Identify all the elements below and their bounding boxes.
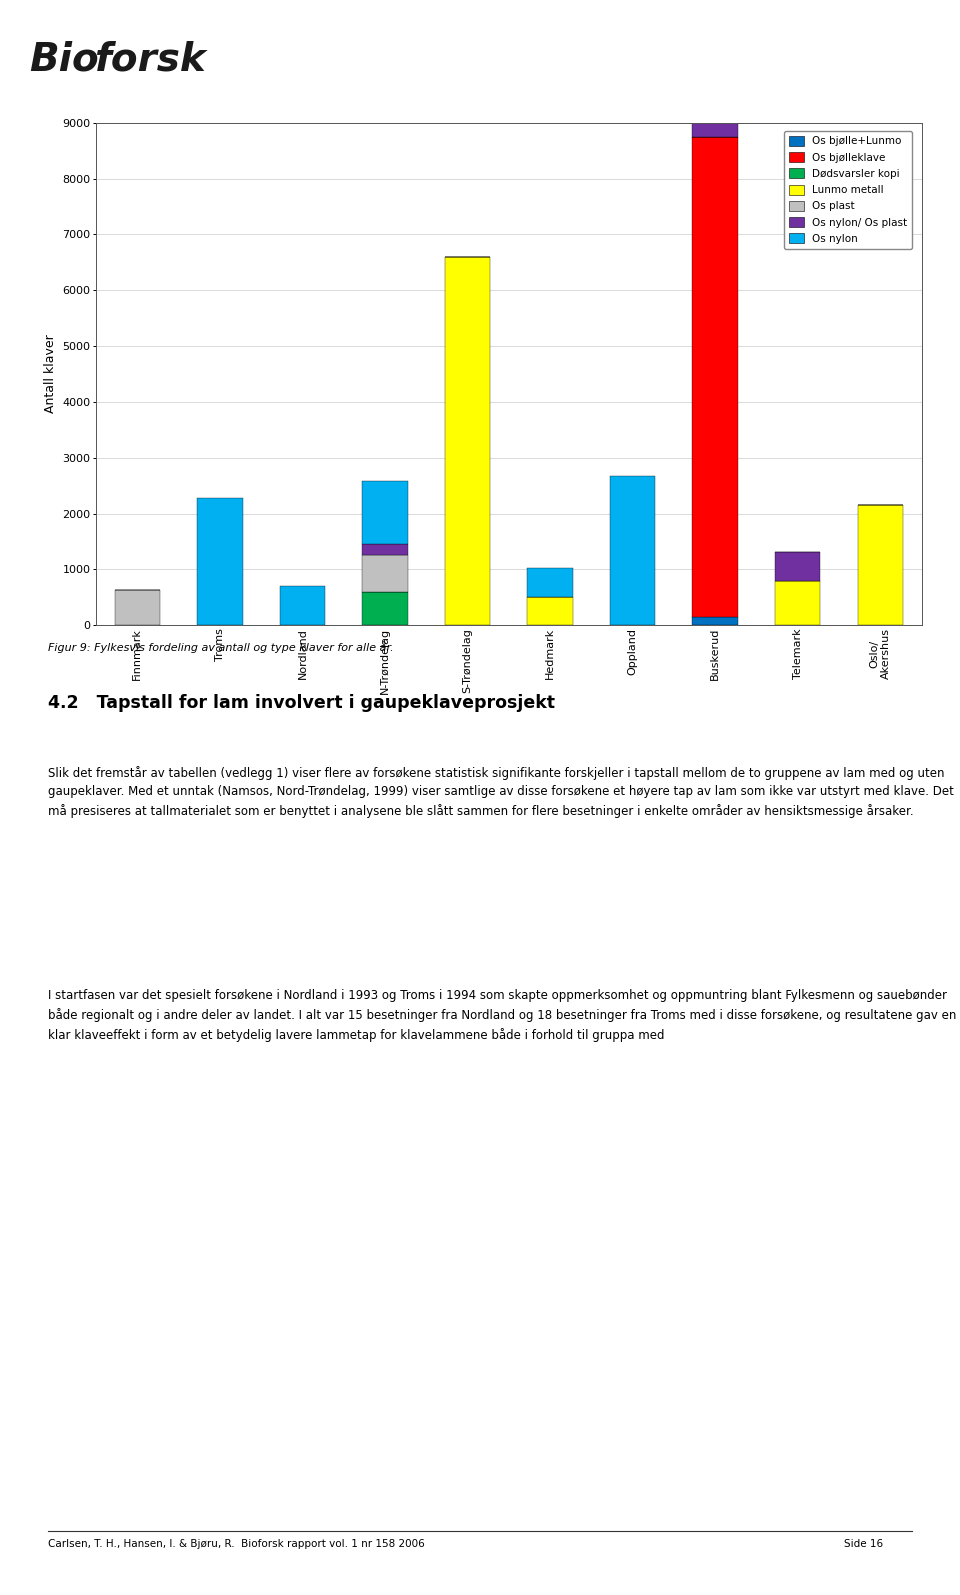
Bar: [444, 257, 491, 625]
Text: Figur 9: Fylkesvis fordeling av antall og type klaver for alle år.: Figur 9: Fylkesvis fordeling av antall o…: [48, 641, 394, 652]
Bar: [362, 592, 408, 625]
Bar: [775, 552, 821, 581]
Bar: [197, 498, 243, 625]
Bar: [362, 555, 408, 592]
Bar: [692, 0, 738, 137]
Bar: [775, 581, 821, 625]
Bar: [362, 480, 408, 544]
Bar: [527, 568, 573, 597]
Text: I startfasen var det spesielt forsøkene i Nordland i 1993 og Troms i 1994 som sk: I startfasen var det spesielt forsøkene …: [48, 989, 956, 1042]
Bar: [857, 506, 903, 625]
Text: forsk: forsk: [94, 41, 206, 78]
Bar: [610, 475, 656, 625]
Bar: [362, 544, 408, 555]
Bar: [692, 617, 738, 625]
Text: Slik det fremstår av tabellen (vedlegg 1) viser flere av forsøkene statistisk si: Slik det fremstår av tabellen (vedlegg 1…: [48, 766, 954, 818]
Text: Side 16: Side 16: [844, 1539, 883, 1549]
Text: 4.2   Tapstall for lam involvert i gaupeklaveprosjekt: 4.2 Tapstall for lam involvert i gaupekl…: [48, 694, 555, 711]
Text: Carlsen, T. H., Hansen, I. & Bjøru, R.  Bioforsk rapport vol. 1 nr 158 2006: Carlsen, T. H., Hansen, I. & Bjøru, R. B…: [48, 1539, 424, 1549]
Legend: Os bjølle+Lunmo, Os bjølleklave, Dødsvarsler kopi, Lunmo metall, Os plast, Os ny: Os bjølle+Lunmo, Os bjølleklave, Dødsvar…: [783, 131, 912, 249]
Bar: [692, 137, 738, 617]
Bar: [114, 590, 160, 625]
Text: Bio: Bio: [29, 41, 99, 78]
Y-axis label: Antall klaver: Antall klaver: [44, 335, 57, 413]
Bar: [527, 597, 573, 625]
Bar: [279, 585, 325, 625]
